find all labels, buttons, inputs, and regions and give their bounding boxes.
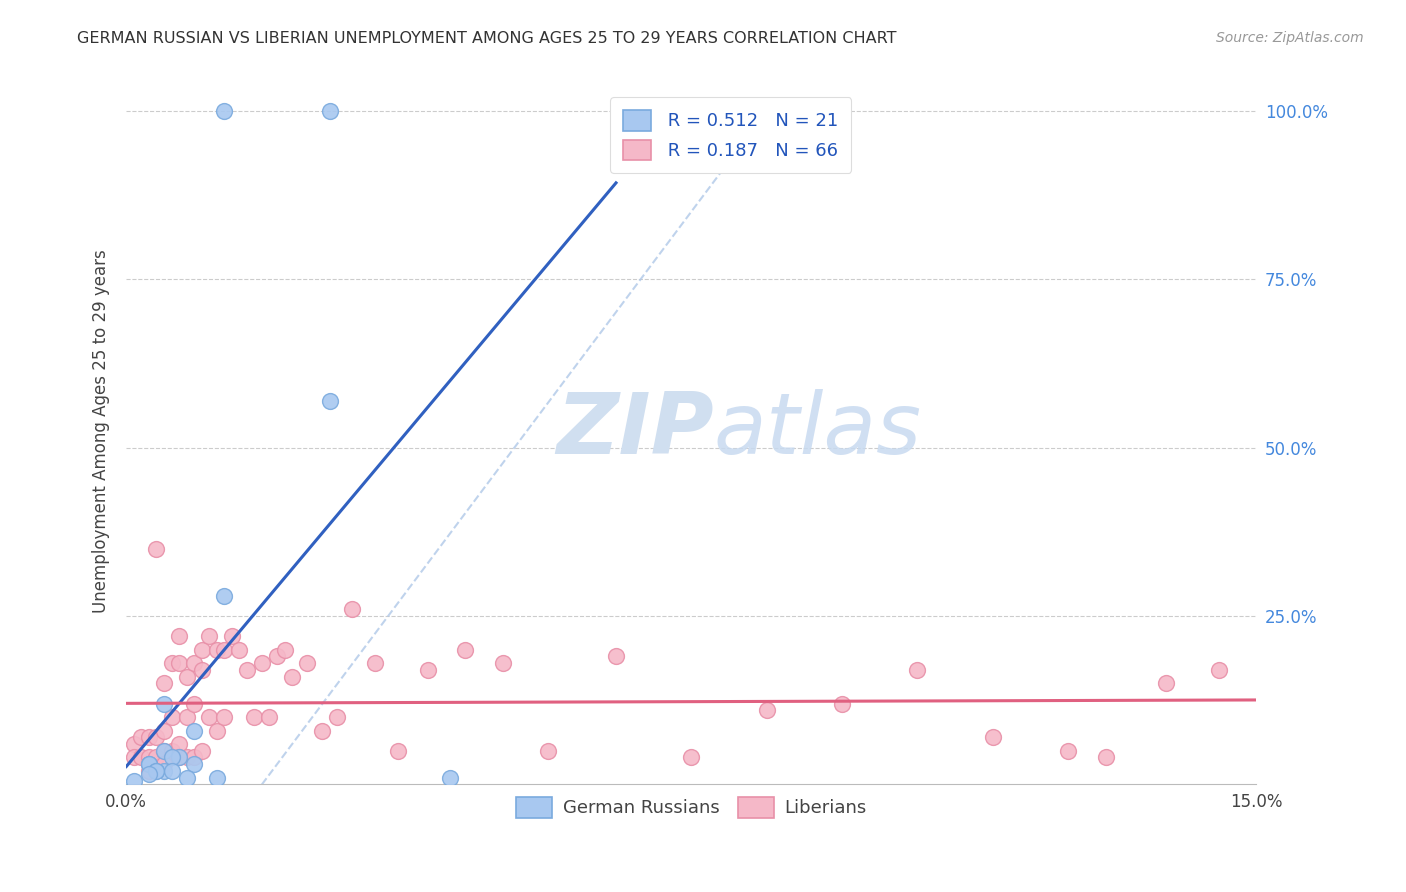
Point (131, 731, 153, 745)
Point (831, 697, 853, 711)
Point (183, 697, 205, 711)
Point (492, 657, 515, 671)
Point (138, 731, 160, 745)
Point (145, 731, 167, 745)
Point (454, 642, 477, 657)
Point (259, 710, 281, 724)
Point (160, 764, 183, 778)
Point (236, 663, 259, 677)
Point (122, 737, 145, 751)
Point (145, 750, 167, 764)
Point (167, 750, 190, 764)
Point (319, 393, 342, 408)
Point (167, 657, 190, 671)
Point (153, 676, 176, 690)
Point (160, 657, 183, 671)
Point (439, 771, 461, 785)
Point (311, 723, 333, 738)
Point (364, 657, 387, 671)
Point (145, 764, 167, 778)
Point (266, 649, 288, 664)
Point (1094, 750, 1116, 764)
Point (537, 744, 560, 758)
Point (160, 710, 183, 724)
Point (138, 757, 160, 772)
Point (198, 629, 221, 643)
Point (243, 710, 266, 724)
Point (138, 757, 160, 772)
Point (176, 771, 198, 785)
Point (905, 663, 928, 677)
Point (183, 750, 205, 764)
Point (342, 602, 364, 616)
Point (221, 629, 243, 643)
Point (228, 642, 250, 657)
Point (326, 710, 349, 724)
Point (183, 657, 205, 671)
Text: ZIP: ZIP (557, 390, 714, 473)
Point (167, 737, 190, 751)
Point (190, 744, 212, 758)
Point (212, 104, 235, 119)
Point (183, 757, 205, 772)
Point (190, 663, 212, 677)
Point (319, 104, 342, 119)
Point (755, 703, 778, 717)
Point (153, 744, 176, 758)
Point (205, 723, 228, 738)
Point (273, 642, 295, 657)
Point (138, 757, 160, 772)
Point (681, 750, 703, 764)
Point (122, 774, 145, 789)
Point (387, 744, 409, 758)
Point (153, 744, 176, 758)
Point (138, 767, 160, 781)
Point (167, 629, 190, 643)
Point (981, 731, 1004, 745)
Point (176, 710, 198, 724)
Point (176, 750, 198, 764)
Point (167, 750, 190, 764)
Point (160, 750, 183, 764)
Point (145, 764, 167, 778)
Point (250, 657, 273, 671)
Point (131, 750, 153, 764)
Point (205, 771, 228, 785)
Point (138, 764, 160, 778)
Point (138, 750, 160, 764)
Point (205, 642, 228, 657)
Point (176, 670, 198, 684)
Text: GERMAN RUSSIAN VS LIBERIAN UNEMPLOYMENT AMONG AGES 25 TO 29 YEARS CORRELATION CH: GERMAN RUSSIAN VS LIBERIAN UNEMPLOYMENT … (77, 31, 897, 46)
Point (190, 642, 212, 657)
Text: atlas: atlas (714, 390, 922, 473)
Point (605, 649, 627, 664)
Point (1154, 676, 1177, 690)
Point (416, 663, 439, 677)
Point (281, 670, 304, 684)
Point (1057, 744, 1080, 758)
Point (183, 723, 205, 738)
Point (145, 541, 167, 556)
Point (153, 757, 176, 772)
Point (122, 750, 145, 764)
Point (198, 710, 221, 724)
Point (160, 744, 183, 758)
Legend: German Russians, Liberians: German Russians, Liberians (509, 789, 875, 825)
Point (212, 710, 235, 724)
Point (212, 642, 235, 657)
Point (153, 723, 176, 738)
Y-axis label: Unemployment Among Ages 25 to 29 years: Unemployment Among Ages 25 to 29 years (93, 249, 110, 613)
Point (153, 697, 176, 711)
Text: Source: ZipAtlas.com: Source: ZipAtlas.com (1216, 31, 1364, 45)
Point (1208, 663, 1230, 677)
Point (153, 764, 176, 778)
Point (212, 589, 235, 603)
Point (295, 657, 318, 671)
